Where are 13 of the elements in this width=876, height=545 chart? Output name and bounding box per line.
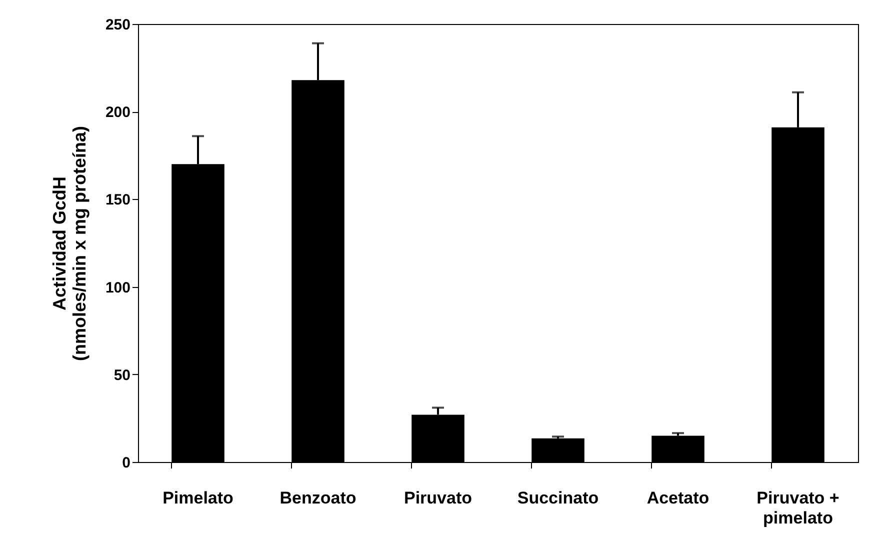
y-tick-label: 0 (122, 454, 130, 472)
y-tick-label: 50 (114, 366, 130, 384)
y-tick-label: 100 (105, 279, 130, 296)
y-tick-label: 150 (105, 192, 130, 209)
x-tick-label: Succinato (517, 488, 599, 508)
y-tick-label: 200 (105, 104, 130, 122)
x-tick-label: Benzoato (280, 488, 356, 508)
x-tick-label: Piruvato (404, 488, 472, 508)
x-tick-label: Piruvato + pimelato (756, 488, 840, 528)
y-tick-label: 250 (105, 16, 130, 34)
x-tick-label: Pimelato (162, 488, 234, 508)
y-axis-title: Actividad GcdH (nmoles/min x mg proteína) (49, 126, 90, 362)
x-tick-label: Acetato (646, 488, 710, 508)
